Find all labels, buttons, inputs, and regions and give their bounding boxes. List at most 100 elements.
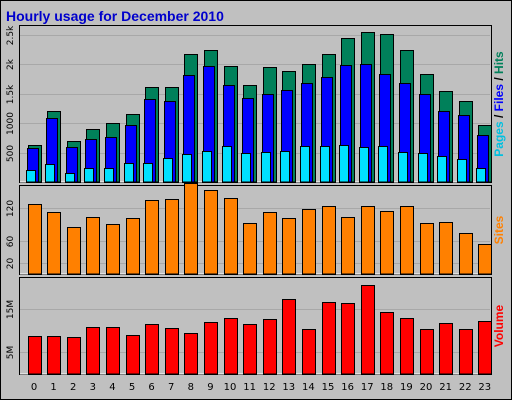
bar-sites-20 <box>420 223 434 275</box>
panel-label-part: Pages <box>492 121 506 157</box>
bar-sites-5 <box>126 218 140 275</box>
x-tick-label-3: 3 <box>90 382 96 393</box>
bar-sites-23 <box>478 244 492 275</box>
bar-volume-18 <box>380 312 394 375</box>
bar-volume-21 <box>439 323 453 375</box>
bar-volume-17 <box>361 285 375 375</box>
bar-pages-14 <box>300 146 310 183</box>
x-tick-label-10: 10 <box>224 382 237 393</box>
panel-label-part: Volume <box>492 304 506 347</box>
y-tick-label: 1.5k <box>6 84 16 104</box>
x-tick-label-7: 7 <box>168 382 174 393</box>
y-tick-label: 120 <box>6 200 16 217</box>
bar-volume-4 <box>106 327 120 375</box>
x-tick-label-13: 13 <box>282 382 295 393</box>
bar-volume-15 <box>322 302 336 375</box>
bar-pages-8 <box>182 154 192 183</box>
bar-volume-7 <box>165 328 179 375</box>
x-tick-label-8: 8 <box>188 382 194 393</box>
bar-pages-13 <box>280 151 290 183</box>
panel-label-sites: Sites <box>492 215 506 244</box>
bar-pages-5 <box>124 163 134 183</box>
y-tick-label: 2k <box>6 58 16 70</box>
bar-pages-17 <box>359 147 369 183</box>
bar-pages-12 <box>261 152 271 183</box>
x-tick-label-2: 2 <box>70 382 76 393</box>
bar-pages-2 <box>65 173 75 183</box>
panel-label-pages-files-hits: Pages / Files / Hits <box>492 51 506 157</box>
bar-pages-18 <box>378 146 388 183</box>
bar-volume-23 <box>478 321 492 375</box>
x-tick-label-1: 1 <box>50 382 56 393</box>
bar-sites-22 <box>459 233 473 275</box>
panel-label-part: / <box>492 111 506 121</box>
bar-pages-7 <box>163 158 173 183</box>
x-tick-label-9: 9 <box>207 382 213 393</box>
bar-sites-19 <box>400 206 414 275</box>
bar-sites-9 <box>204 190 218 275</box>
bar-volume-8 <box>184 333 198 375</box>
x-tick-label-21: 21 <box>439 382 452 393</box>
bar-pages-20 <box>418 153 428 183</box>
bar-volume-9 <box>204 322 218 375</box>
bar-sites-15 <box>322 206 336 275</box>
bar-pages-15 <box>320 146 330 183</box>
bar-volume-2 <box>67 337 81 375</box>
bar-sites-8 <box>184 183 198 275</box>
bar-pages-3 <box>84 168 94 183</box>
x-tick-label-23: 23 <box>478 382 491 393</box>
bar-pages-21 <box>437 156 447 183</box>
x-tick-label-12: 12 <box>263 382 276 393</box>
panel-volume: 5M 15M Volume <box>6 277 506 375</box>
bar-volume-16 <box>341 303 355 375</box>
bar-pages-9 <box>202 151 212 183</box>
panel-pages-files-hits: 500 1000 1.5k 2k 2.5k Pages / Files / Hits <box>6 25 506 183</box>
chart-title: Hourly usage for December 2010 <box>6 8 224 24</box>
bar-pages-4 <box>104 168 114 183</box>
bar-sites-16 <box>341 217 355 275</box>
bar-sites-0 <box>28 204 42 275</box>
x-tick-label-17: 17 <box>361 382 374 393</box>
bar-volume-3 <box>86 327 100 375</box>
y-tick-label: 20 <box>6 258 16 270</box>
bar-volume-0 <box>28 336 42 375</box>
bar-pages-16 <box>339 145 349 183</box>
bar-pages-10 <box>222 146 232 183</box>
panel-label-part: Hits <box>492 51 506 74</box>
bar-volume-5 <box>126 335 140 375</box>
bar-volume-12 <box>263 319 277 375</box>
bar-pages-19 <box>398 152 408 183</box>
panel-label-part: Files <box>492 84 506 112</box>
y-tick-label: 2.5k <box>6 25 16 45</box>
bar-sites-11 <box>243 223 257 275</box>
x-tick-label-11: 11 <box>243 382 256 393</box>
bar-sites-12 <box>263 212 277 275</box>
bar-sites-18 <box>380 211 394 275</box>
bar-sites-6 <box>145 200 159 275</box>
bar-sites-3 <box>86 217 100 275</box>
bar-volume-6 <box>145 324 159 375</box>
bar-sites-10 <box>224 198 238 275</box>
bar-volume-10 <box>224 318 238 375</box>
panel-label-part: Sites <box>492 215 506 244</box>
bar-sites-14 <box>302 209 316 275</box>
bar-volume-22 <box>459 329 473 375</box>
panel-sites: 20 60 120 Sites <box>6 183 506 275</box>
bar-volume-19 <box>400 318 414 375</box>
x-tick-label-6: 6 <box>148 382 154 393</box>
bar-pages-0 <box>26 170 36 183</box>
bar-volume-11 <box>243 324 257 375</box>
bar-sites-4 <box>106 224 120 275</box>
x-tick-label-4: 4 <box>109 382 115 393</box>
bar-sites-17 <box>361 206 375 275</box>
x-tick-label-22: 22 <box>459 382 472 393</box>
bar-volume-20 <box>420 329 434 375</box>
x-tick-label-18: 18 <box>380 382 393 393</box>
x-tick-label-5: 5 <box>129 382 135 393</box>
bar-pages-23 <box>476 168 486 183</box>
bar-sites-1 <box>47 212 61 275</box>
x-tick-label-14: 14 <box>302 382 315 393</box>
y-tick-label: 500 <box>6 145 16 162</box>
y-tick-label: 5M <box>6 346 16 360</box>
